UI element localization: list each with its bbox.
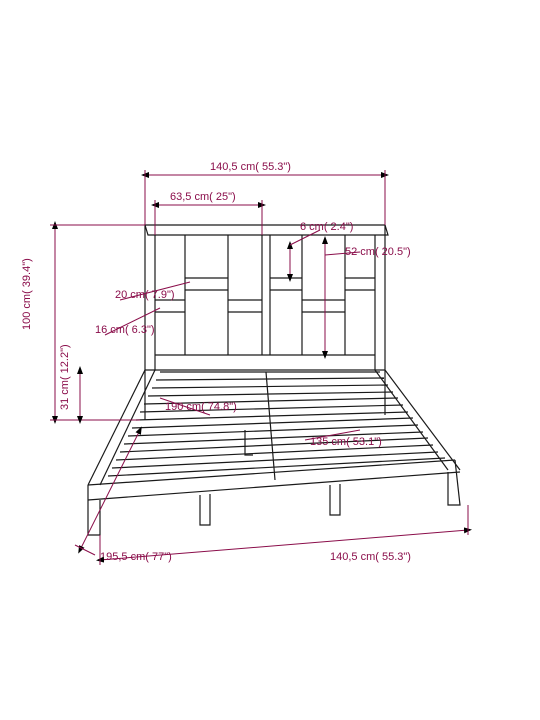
label-width-top: 140,5 cm( 55.3") bbox=[210, 161, 291, 173]
dim-height-total: 100 cm( 39.4") bbox=[21, 225, 145, 420]
dim-panel-width: 63,5 cm( 25") bbox=[155, 191, 262, 235]
label-width-bottom: 140,5 cm( 55.3") bbox=[330, 551, 411, 563]
dim-length-inner: 190 cm( 74.8") bbox=[160, 398, 237, 415]
label-height-base: 31 cm( 12.2") bbox=[59, 344, 71, 410]
label-height-total: 100 cm( 39.4") bbox=[21, 258, 33, 330]
label-inner-52: 52 cm( 20.5") bbox=[345, 246, 411, 258]
bed-base bbox=[88, 370, 460, 535]
bed-dimension-diagram: 140,5 cm( 55.3") 63,5 cm( 25") 100 cm( 3… bbox=[0, 0, 540, 720]
dim-inner-6: 6 cm( 2.4") bbox=[290, 221, 353, 278]
label-panel-width: 63,5 cm( 25") bbox=[170, 191, 236, 203]
dim-inner-16: 16 cm( 6.3") bbox=[95, 308, 160, 336]
label-width-inner: 135 cm( 53.1") bbox=[310, 436, 382, 448]
label-inner-6: 6 cm( 2.4") bbox=[300, 221, 353, 233]
label-length-inner: 190 cm( 74.8") bbox=[165, 401, 237, 413]
dim-width-inner: 135 cm( 53.1") bbox=[305, 430, 382, 448]
dim-height-base: 31 cm( 12.2") bbox=[59, 344, 80, 420]
dim-inner-52: 52 cm( 20.5") bbox=[325, 240, 411, 355]
dim-inner-20: 20 cm( 7.9") bbox=[115, 282, 190, 301]
dim-width-bottom: 140,5 cm( 55.3") bbox=[100, 505, 468, 565]
label-inner-20: 20 cm( 7.9") bbox=[115, 289, 175, 301]
label-inner-16: 16 cm( 6.3") bbox=[95, 324, 155, 336]
